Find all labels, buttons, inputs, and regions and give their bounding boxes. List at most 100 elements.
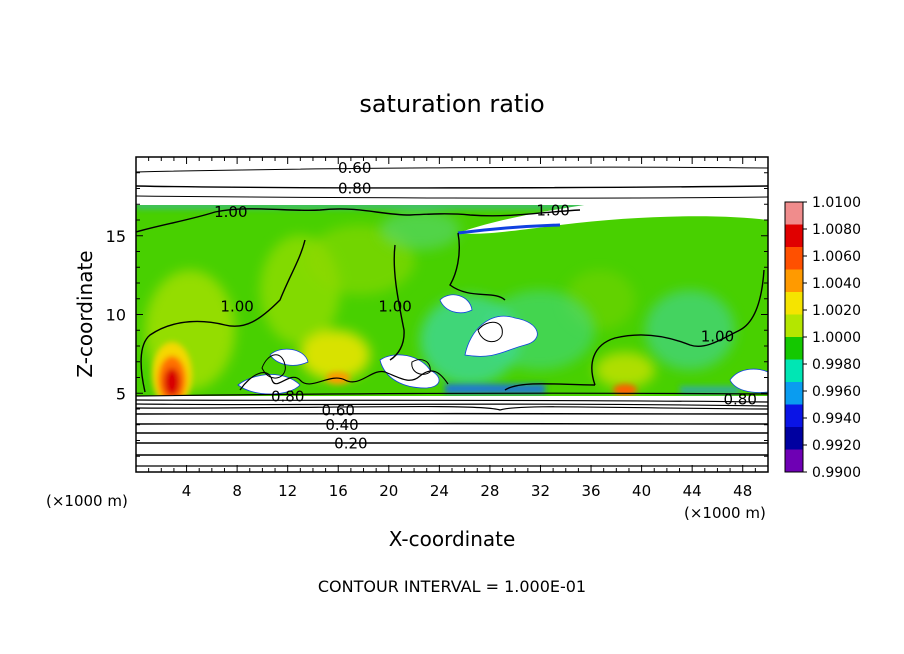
warm-patch	[305, 225, 415, 295]
colorbar-label: 1.0080	[812, 222, 861, 238]
colorbar-label: 0.9920	[812, 438, 861, 454]
y-tick-label: 5	[116, 384, 126, 403]
upper-blue-rim	[457, 223, 561, 235]
low-band-segment	[680, 386, 740, 394]
contour-label: 0.80	[338, 180, 371, 198]
colorbar-segment	[785, 382, 803, 405]
white-blob	[439, 294, 473, 314]
hot-spot	[164, 368, 180, 396]
colorbar-label: 1.0060	[812, 249, 861, 265]
upper-white-region	[458, 196, 768, 234]
warm-patch	[595, 352, 655, 388]
contour-label: 1.00	[214, 203, 247, 221]
contour-lines	[136, 166, 768, 467]
cool-patch	[645, 290, 735, 370]
cool-patch	[485, 290, 595, 370]
white-blob	[729, 368, 768, 393]
saturation-field	[136, 157, 768, 472]
x-tick-label: 36	[581, 482, 600, 500]
contour-line	[411, 359, 431, 375]
x-tick-labels: 4 8 12 16 20 24 28 32 36 40 44 48	[182, 482, 752, 500]
contour-label: 0.80	[271, 387, 304, 405]
x-tick-label: 28	[480, 482, 499, 500]
x-tick-label: 4	[182, 482, 192, 500]
contour-line	[477, 321, 503, 343]
contour-label: 1.00	[220, 298, 253, 316]
contour-labels: 0.600.801.00 1.001.00 1.001.000.600.400.20…	[214, 159, 757, 453]
contour-line	[136, 405, 768, 411]
x-unit-label: (×1000 m)	[46, 492, 128, 510]
colorbar-label: 0.9940	[812, 411, 861, 427]
hot-spot	[613, 384, 637, 396]
x-tick-label: 40	[632, 482, 651, 500]
x-axis-label: X-coordinate	[389, 527, 516, 551]
contour-line	[136, 403, 768, 407]
contour-line	[136, 208, 581, 233]
contour-line	[140, 239, 306, 393]
white-blob	[379, 354, 440, 389]
contour-label: 0.80	[723, 391, 756, 409]
colorbar-segment	[785, 292, 803, 315]
colorbar-label: 0.9960	[812, 384, 861, 400]
white-blob	[237, 374, 301, 395]
colorbar: 1.0100 1.0080 1.0060 1.0040 1.0020 1.0000 0.99…	[784, 195, 861, 481]
contour-line	[136, 392, 768, 397]
colorbar-segment	[785, 337, 803, 360]
contour-line	[261, 354, 286, 379]
x-tick-label: 48	[733, 482, 752, 500]
contour-label: 1.00	[536, 202, 569, 220]
contour-label: 0.40	[325, 416, 358, 434]
x-tick-label: 32	[531, 482, 550, 500]
x-unit-label-right: (×1000 m)	[684, 504, 766, 522]
x-tick-label: 24	[430, 482, 449, 500]
lower-white-region	[136, 396, 768, 472]
colorbar-label: 1.0100	[812, 195, 861, 211]
low-band-segment	[445, 384, 545, 394]
contour-line	[591, 269, 765, 386]
y-tick-label: 10	[106, 306, 126, 325]
x-tick-label: 12	[278, 482, 297, 500]
contour-interval-note: CONTOUR INTERVAL = 1.000E-01	[318, 577, 586, 596]
contour-line	[136, 185, 768, 189]
cool-patch	[380, 210, 460, 250]
top-band-segment	[136, 203, 768, 209]
colorbar-label: 0.9900	[812, 465, 861, 481]
colorbar-segment	[785, 202, 803, 225]
contour-label: 0.20	[334, 435, 367, 453]
colorbar-label: 0.9980	[812, 357, 861, 373]
contour-label: 0.60	[322, 402, 355, 420]
warm-patch	[300, 330, 370, 380]
x-tick-label: 16	[329, 482, 348, 500]
colorbar-segment	[785, 224, 803, 247]
colorbar-label: 1.0000	[812, 330, 861, 346]
colorbar-segment	[785, 247, 803, 270]
colorbar-segment	[785, 314, 803, 337]
x-tick-label: 8	[232, 482, 242, 500]
colorbar-segment	[785, 404, 803, 427]
contour-line	[449, 232, 506, 301]
low-band	[136, 203, 768, 394]
contour-line	[136, 399, 768, 403]
contour-label: 0.60	[338, 159, 371, 177]
white-blob	[269, 348, 309, 366]
colorbar-label: 1.0020	[812, 303, 861, 319]
x-tick-label: 20	[379, 482, 398, 500]
axis-ticks	[136, 157, 768, 472]
contour-line	[504, 383, 596, 391]
colorbar-segment	[785, 427, 803, 450]
colorbar-segment	[785, 269, 803, 292]
y-axis-label: Z-coordinate	[73, 250, 97, 377]
contour-line	[136, 195, 768, 199]
contour-line	[389, 244, 405, 361]
x-tick-label: 44	[683, 482, 702, 500]
y-tick-labels: 5 10 15	[106, 227, 126, 404]
chart-title: saturation ratio	[359, 90, 544, 118]
contour-line	[239, 370, 449, 391]
colorbar-label: 1.0040	[812, 276, 861, 292]
y-tick-label: 15	[106, 227, 126, 246]
contour-label: 1.00	[701, 328, 734, 346]
colorbar-segment	[785, 359, 803, 382]
colorbar-segment	[785, 449, 803, 472]
contour-line	[136, 166, 768, 173]
